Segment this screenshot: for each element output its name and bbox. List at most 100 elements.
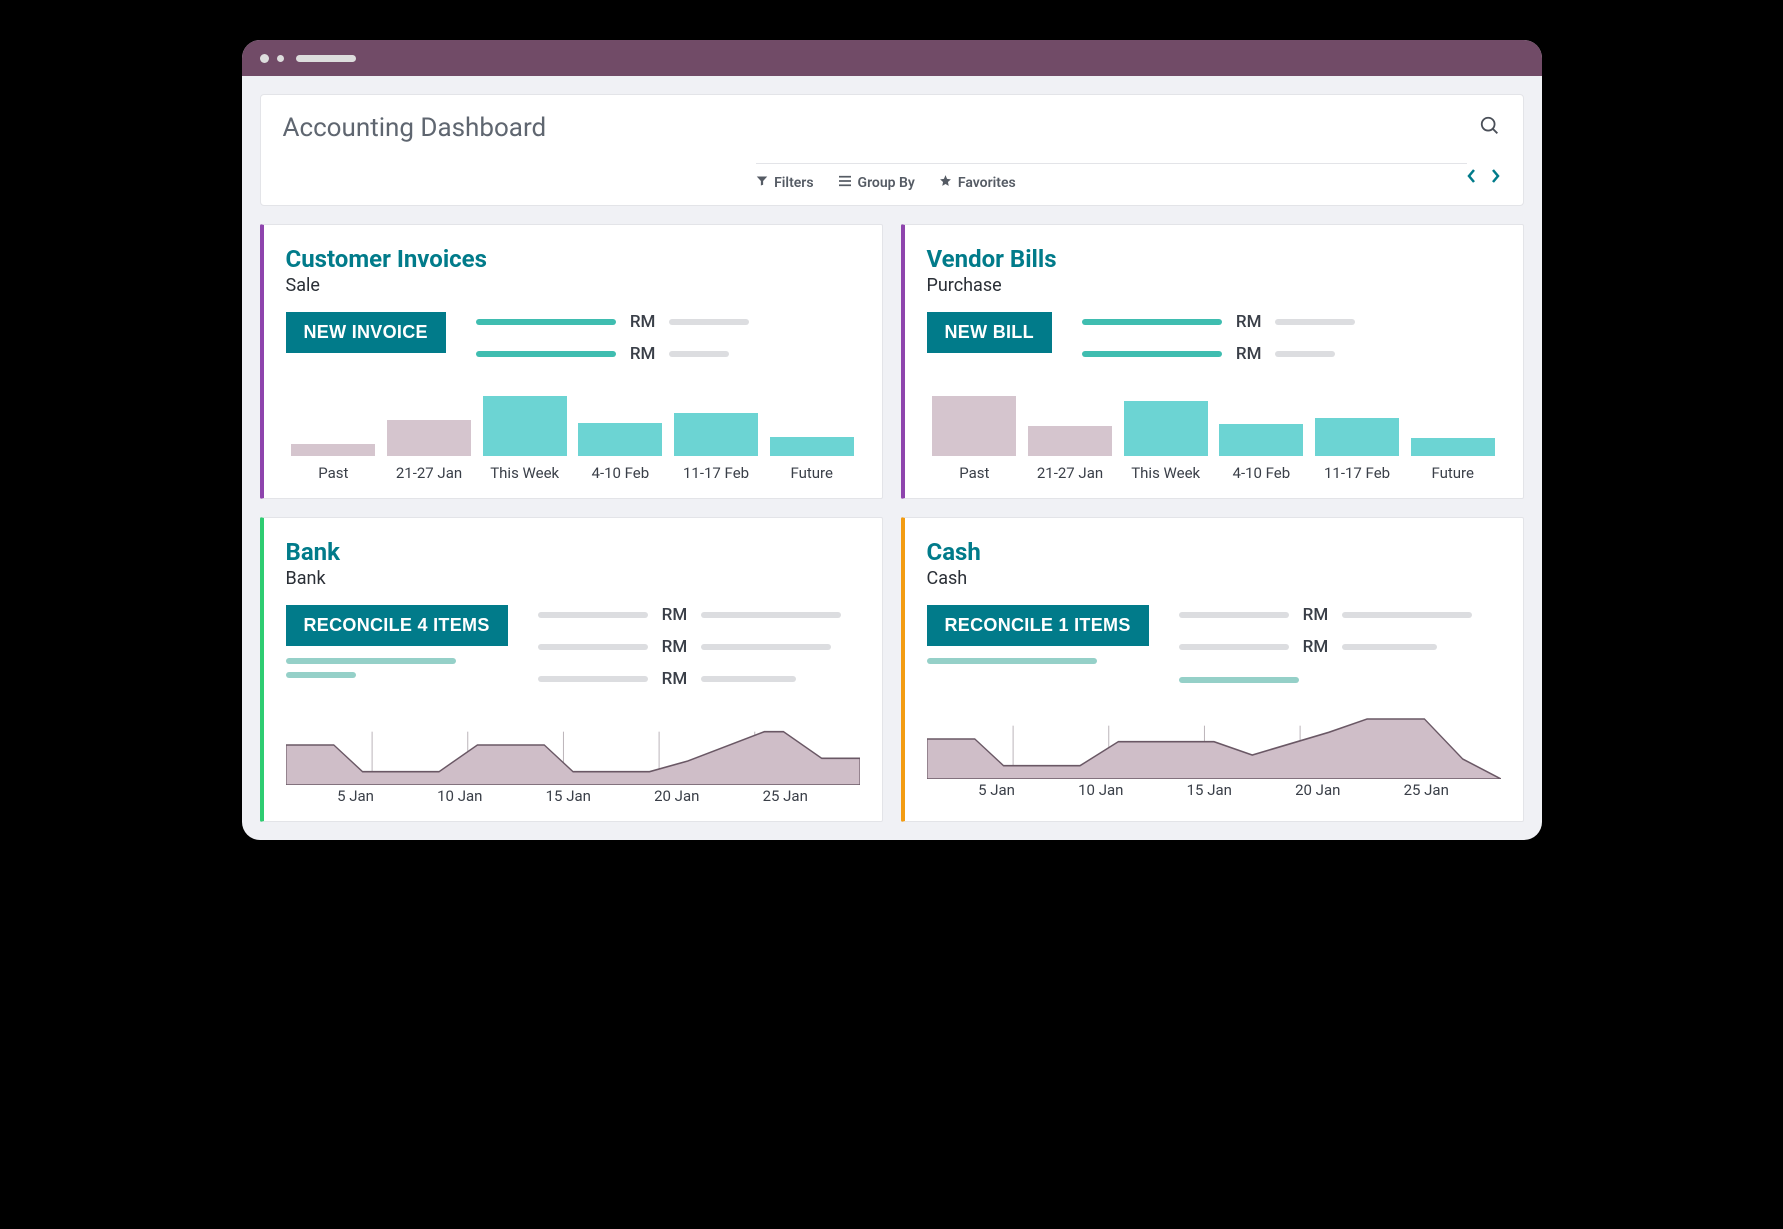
legend-value-placeholder bbox=[701, 612, 841, 618]
legend-bar bbox=[476, 351, 616, 357]
legend-value-placeholder bbox=[669, 351, 729, 357]
new-bill-button[interactable]: NEW BILL bbox=[927, 312, 1052, 353]
card-title[interactable]: Customer Invoices bbox=[286, 245, 860, 273]
search-icon[interactable] bbox=[1479, 115, 1501, 141]
legend-value-placeholder bbox=[669, 319, 749, 325]
legend-value-placeholder bbox=[701, 676, 796, 682]
favorites-button[interactable]: Favorites bbox=[939, 174, 1016, 191]
app-window: Accounting Dashboard Filters Group By Fa… bbox=[242, 40, 1542, 840]
bar-fill bbox=[1219, 424, 1303, 456]
currency-label: RM bbox=[662, 669, 688, 689]
filters-label: Filters bbox=[774, 175, 813, 191]
bar-label: 11-17 Feb bbox=[683, 464, 749, 482]
card-title[interactable]: Bank bbox=[286, 538, 860, 566]
legend: RM RM bbox=[1082, 312, 1501, 364]
card-subtitle: Purchase bbox=[927, 275, 1501, 296]
tick-label: 25 Jan bbox=[763, 787, 808, 805]
tick-label: 10 Jan bbox=[437, 787, 482, 805]
card-title[interactable]: Cash bbox=[927, 538, 1501, 566]
bar-fill bbox=[387, 420, 471, 456]
cash-mini-lines bbox=[927, 658, 1149, 664]
bar-col: 21-27 Jan bbox=[381, 420, 477, 482]
bar-col: 11-17 Feb bbox=[1309, 418, 1405, 482]
mini-line bbox=[286, 672, 356, 678]
cash-area-chart: 5 Jan10 Jan15 Jan20 Jan25 Jan bbox=[927, 699, 1501, 799]
card-title[interactable]: Vendor Bills bbox=[927, 245, 1501, 273]
bar-label: Past bbox=[318, 464, 348, 482]
bills-bar-chart: Past 21-27 JanThis Week 4-10 Feb 11-17 Feb F… bbox=[927, 392, 1501, 482]
bar-label: 4-10 Feb bbox=[592, 464, 650, 482]
legend-value-placeholder bbox=[1275, 319, 1355, 325]
bar-col: 4-10 Feb bbox=[573, 423, 669, 482]
card-cash: Cash Cash RECONCILE 1 ITEMS RMRM 5 Jan10… bbox=[901, 517, 1524, 822]
tick-label: 5 Jan bbox=[337, 787, 374, 805]
groupby-button[interactable]: Group By bbox=[838, 174, 915, 191]
favorites-label: Favorites bbox=[958, 175, 1016, 191]
window-title-placeholder bbox=[296, 55, 356, 62]
tick-label: 20 Jan bbox=[1295, 781, 1340, 799]
legend: RMRMRM bbox=[538, 605, 860, 689]
reconcile-cash-button[interactable]: RECONCILE 1 ITEMS bbox=[927, 605, 1149, 646]
bar-fill bbox=[1411, 438, 1495, 456]
currency-label: RM bbox=[630, 344, 656, 364]
card-subtitle: Bank bbox=[286, 568, 860, 589]
bar-fill bbox=[770, 437, 854, 456]
currency-label: RM bbox=[1303, 605, 1329, 625]
bar-col: Past bbox=[927, 396, 1023, 482]
star-icon bbox=[939, 174, 952, 191]
legend-label-placeholder bbox=[538, 612, 648, 618]
prev-page-button[interactable] bbox=[1467, 167, 1477, 188]
legend-value-placeholder bbox=[1275, 351, 1335, 357]
mini-line bbox=[1179, 677, 1299, 683]
bar-col: 21-27 Jan bbox=[1022, 426, 1118, 482]
dashboard-grid: Customer Invoices Sale NEW INVOICE RM RM bbox=[242, 206, 1542, 840]
invoices-bar-chart: Past 21-27 Jan This Week 4-10 Feb 11-17 Feb F… bbox=[286, 392, 860, 482]
bar-col: This Week bbox=[1118, 401, 1214, 482]
bar-label: Past bbox=[959, 464, 989, 482]
tick-label: 5 Jan bbox=[978, 781, 1015, 799]
bank-mini-lines bbox=[286, 658, 508, 678]
legend-bar bbox=[476, 319, 616, 325]
mini-line bbox=[286, 658, 456, 664]
bar-label: This Week bbox=[490, 464, 559, 482]
bar-col: This Week bbox=[477, 396, 573, 482]
new-invoice-button[interactable]: NEW INVOICE bbox=[286, 312, 446, 353]
legend-value-placeholder bbox=[1342, 644, 1437, 650]
bar-fill bbox=[578, 423, 662, 456]
tick-label: 10 Jan bbox=[1078, 781, 1123, 799]
bar-col: Past bbox=[286, 444, 382, 482]
legend-bar bbox=[1082, 351, 1222, 357]
bar-fill bbox=[1315, 418, 1399, 456]
filters-button[interactable]: Filters bbox=[756, 174, 813, 191]
legend-bar bbox=[1082, 319, 1222, 325]
bar-fill bbox=[932, 396, 1016, 456]
reconcile-bank-button[interactable]: RECONCILE 4 ITEMS bbox=[286, 605, 508, 646]
bar-fill bbox=[483, 396, 567, 456]
bar-label: 4-10 Feb bbox=[1233, 464, 1291, 482]
tick-label: 15 Jan bbox=[1187, 781, 1232, 799]
funnel-icon bbox=[756, 175, 768, 191]
card-subtitle: Sale bbox=[286, 275, 860, 296]
window-titlebar bbox=[242, 40, 1542, 76]
currency-label: RM bbox=[630, 312, 656, 332]
currency-label: RM bbox=[662, 637, 688, 657]
tick-label: 20 Jan bbox=[654, 787, 699, 805]
header-card: Accounting Dashboard Filters Group By Fa… bbox=[260, 94, 1524, 206]
bar-col: Future bbox=[1405, 438, 1501, 482]
window-control-dot[interactable] bbox=[277, 55, 284, 62]
window-control-dot[interactable] bbox=[260, 54, 269, 63]
mini-line bbox=[927, 658, 1097, 664]
groupby-label: Group By bbox=[858, 175, 915, 191]
card-bank: Bank Bank RECONCILE 4 ITEMS RMRMRM 5 Jan… bbox=[260, 517, 883, 822]
legend-value-placeholder bbox=[701, 644, 831, 650]
list-icon bbox=[838, 175, 852, 191]
bar-label: Future bbox=[1431, 464, 1473, 482]
legend: RM RM bbox=[476, 312, 860, 364]
bar-col: 4-10 Feb bbox=[1214, 424, 1310, 482]
card-subtitle: Cash bbox=[927, 568, 1501, 589]
currency-label: RM bbox=[1236, 344, 1262, 364]
tick-label: 15 Jan bbox=[546, 787, 591, 805]
bar-col: Future bbox=[764, 437, 860, 482]
bar-fill bbox=[674, 413, 758, 456]
next-page-button[interactable] bbox=[1491, 167, 1501, 188]
